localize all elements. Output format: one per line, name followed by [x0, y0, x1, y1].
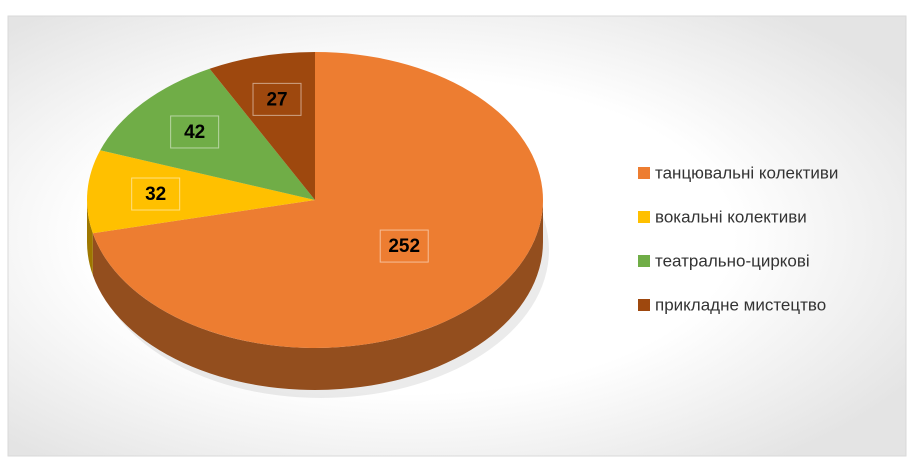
- legend-label: театрально-циркові: [655, 251, 810, 270]
- pie-side: [92, 200, 543, 391]
- data-label: 42: [184, 122, 205, 143]
- data-label: 252: [388, 236, 420, 257]
- data-label: 27: [266, 89, 287, 110]
- label-box: [252, 82, 302, 116]
- pie-side: [87, 200, 93, 276]
- legend-label: танцювальні колективи: [655, 163, 838, 182]
- label-box: [379, 229, 429, 263]
- legend-swatch: [638, 255, 650, 267]
- data-label: 32: [145, 184, 166, 205]
- legend-swatch: [638, 211, 650, 223]
- pie-slice: [92, 52, 544, 348]
- legend-swatch: [638, 299, 650, 311]
- legend-swatch: [638, 167, 650, 179]
- legend-label: вокальні колективи: [655, 207, 807, 226]
- legend-label: прикладне мистецтво: [655, 295, 826, 314]
- label-box: [131, 177, 181, 211]
- legend: танцювальні колективи вокальні колективи т…: [638, 163, 838, 314]
- label-box: [170, 115, 220, 149]
- pie-slice: [87, 150, 315, 234]
- pie: 252 32 42 27: [87, 52, 549, 398]
